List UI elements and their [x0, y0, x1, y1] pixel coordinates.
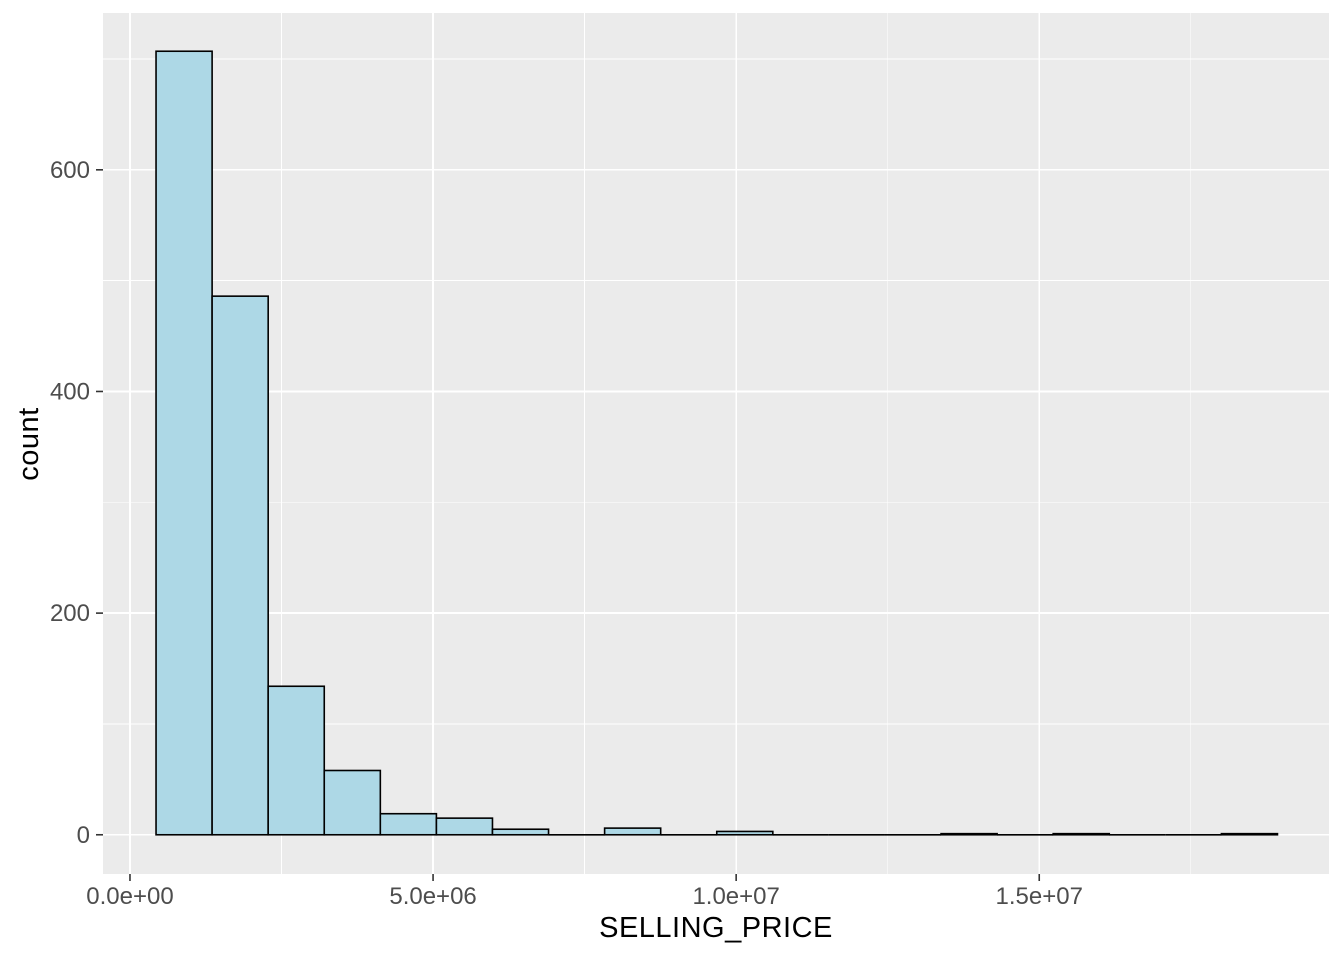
y-tick-label: 600: [50, 157, 90, 184]
y-tick-label: 200: [50, 600, 90, 627]
x-tick-label: 0.0e+00: [86, 883, 173, 910]
histogram-bar: [155, 50, 213, 836]
y-tick-label: 400: [50, 378, 90, 405]
x-tick-label: 5.0e+06: [389, 883, 476, 910]
histogram-bar: [435, 817, 494, 836]
histogram-bar: [267, 685, 326, 836]
x-tick-label: 1.5e+07: [996, 883, 1083, 910]
histogram-bar: [211, 295, 269, 836]
histogram-bar: [323, 769, 382, 836]
histogram-bar: [603, 827, 662, 836]
histogram-bar: [491, 828, 550, 836]
x-axis-title: SELLING_PRICE: [599, 912, 833, 944]
histogram-bar: [1052, 832, 1111, 836]
histogram-bar: [379, 812, 438, 836]
histogram-bar: [940, 832, 998, 836]
y-axis-title: count: [13, 407, 45, 481]
histogram-bar: [1220, 832, 1279, 836]
x-tick-label: 1.0e+07: [692, 883, 779, 910]
histogram-bar: [715, 830, 774, 836]
y-tick-label: 0: [77, 822, 90, 849]
